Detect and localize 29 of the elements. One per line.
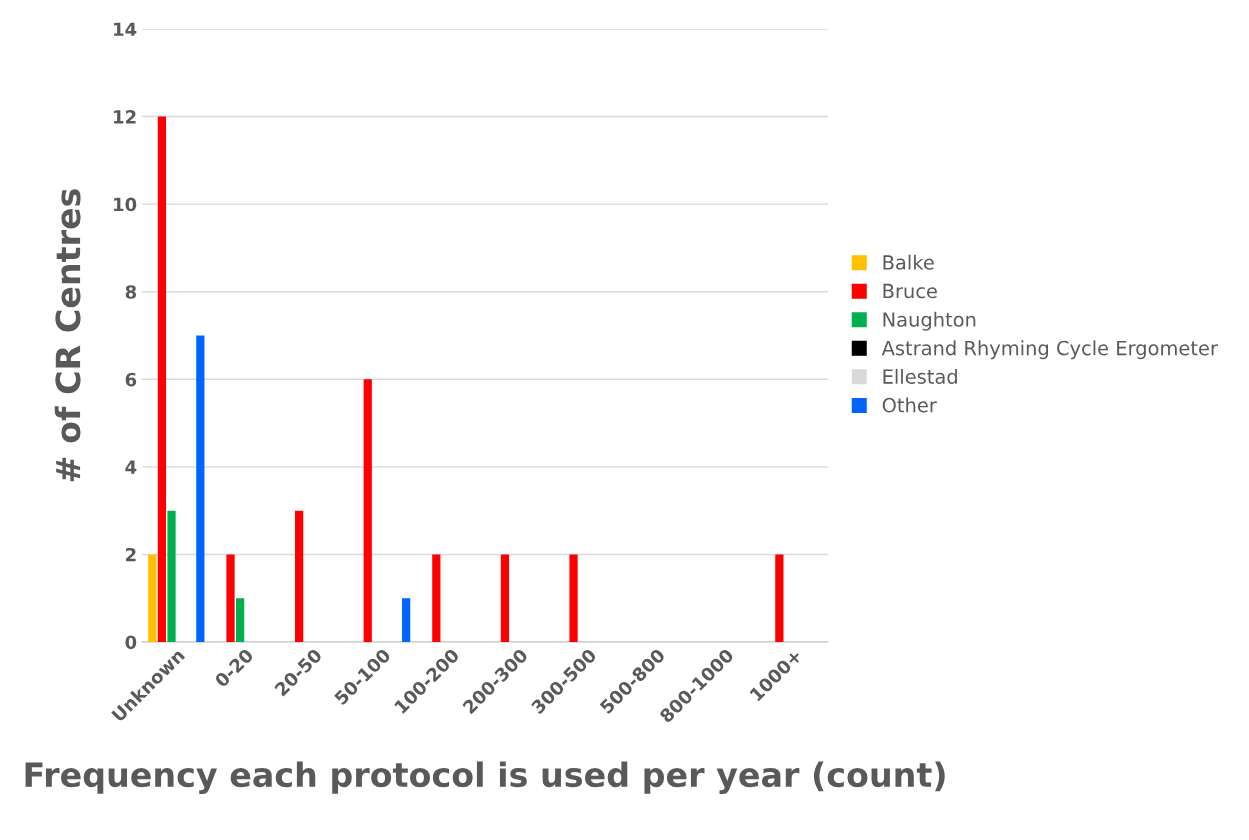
y-axis-title: # of CR Centres bbox=[54, 189, 81, 482]
y-tick-label: 8 bbox=[125, 285, 137, 299]
legend-label: Ellestad bbox=[883, 368, 957, 384]
legend-label: Astrand Rhyming Cycle Ergometer bbox=[881, 340, 1218, 360]
bar bbox=[236, 598, 245, 643]
legend-label: Bruce bbox=[883, 283, 937, 299]
bar bbox=[363, 379, 372, 643]
bar bbox=[226, 554, 235, 643]
legend-label: Naughton bbox=[883, 311, 976, 331]
bar bbox=[500, 554, 510, 643]
y-tick-label: 12 bbox=[114, 110, 136, 124]
y-tick-label: 6 bbox=[125, 372, 137, 387]
legend-label: Balke bbox=[883, 254, 934, 270]
bar bbox=[569, 554, 578, 643]
y-tick-label: 4 bbox=[125, 460, 137, 474]
legend-label: Other bbox=[882, 397, 937, 413]
bar bbox=[157, 116, 167, 643]
bar bbox=[167, 510, 176, 643]
bar bbox=[148, 554, 157, 643]
y-tick-label: 0 bbox=[125, 635, 137, 650]
bar bbox=[196, 335, 205, 643]
y-tick-label: 14 bbox=[114, 22, 137, 36]
bar bbox=[775, 554, 784, 643]
y-tick-label: 2 bbox=[126, 547, 136, 562]
bar bbox=[402, 598, 411, 643]
y-tick-label: 10 bbox=[114, 197, 137, 212]
x-axis-title: Frequency each protocol is used per year (count) bbox=[25, 761, 945, 794]
bar bbox=[432, 554, 441, 643]
bar bbox=[295, 510, 304, 643]
